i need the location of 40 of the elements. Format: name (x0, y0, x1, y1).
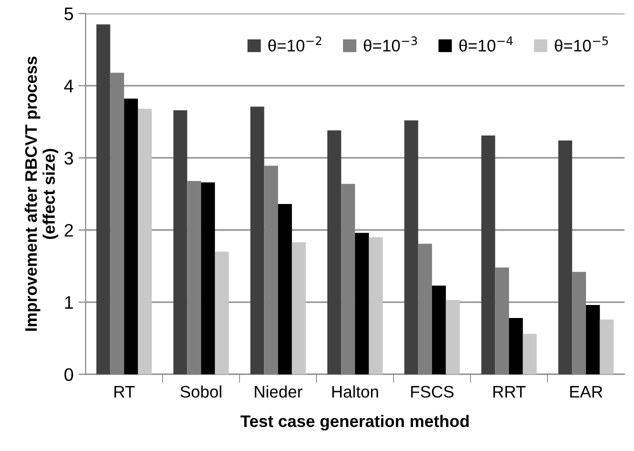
y-tick-label: 0 (64, 368, 74, 382)
bar (481, 135, 496, 374)
legend-label: θ=10$^{−3}$ (364, 36, 417, 52)
x-tick-label: RT (114, 386, 135, 398)
x-tick-label: Sobol (180, 385, 222, 398)
y-tick-label: 1 (65, 296, 73, 309)
bar (522, 334, 537, 374)
x-tick-label: Halton (332, 385, 378, 398)
bar (586, 305, 600, 374)
legend-label: θ=10$^{−4}$ (459, 36, 513, 52)
y-tick-label: 3 (64, 152, 73, 165)
bar (250, 106, 264, 374)
bar (138, 108, 152, 374)
x-tick-label: FSCS (411, 386, 454, 398)
bar (355, 232, 369, 374)
x-tick-label: Nieder (254, 385, 302, 398)
legend-label: θ=10$^{−5}$ (554, 36, 608, 52)
bar (404, 120, 418, 374)
y-axis-title: Improvement after RBCVT process (effect size) (24, 56, 58, 331)
bar (432, 286, 446, 374)
bar (292, 242, 306, 374)
bar (327, 130, 342, 374)
legend-label: θ=10$^{−2}$ (268, 36, 322, 52)
bar (96, 24, 110, 374)
bar (446, 300, 460, 374)
bar (278, 204, 292, 374)
bar (600, 319, 614, 374)
x-axis-title: Test case generation method (240, 414, 469, 430)
bar (509, 318, 523, 374)
x-tick-label: EAR (570, 386, 602, 398)
bar (173, 110, 188, 374)
x-tick-label: RRT (493, 386, 526, 398)
y-tick-label: 5 (64, 8, 74, 20)
bar (368, 237, 383, 374)
bar (124, 98, 138, 374)
bar (214, 252, 229, 374)
bar (558, 140, 572, 374)
bar (201, 182, 215, 374)
y-tick-label: 2 (64, 224, 73, 237)
y-tick-label: 4 (64, 80, 74, 92)
